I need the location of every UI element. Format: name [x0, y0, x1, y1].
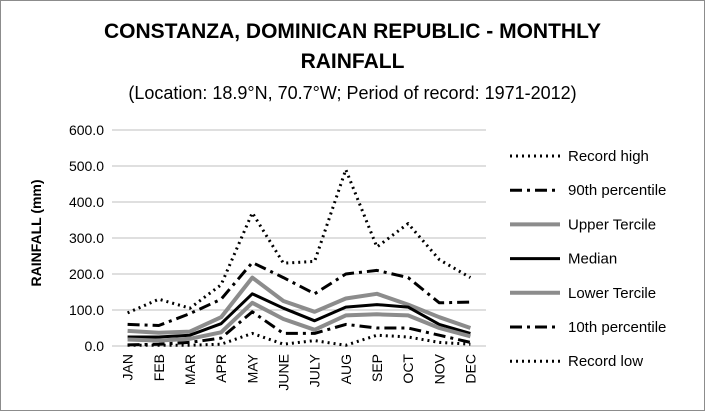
- x-tick-label: AUG: [338, 354, 354, 384]
- series-line-10th-percentile: [127, 310, 471, 347]
- legend-label: 90th percentile: [568, 182, 666, 199]
- x-tick-label: SEP: [369, 354, 385, 382]
- chart-title-line2: RAINFALL: [300, 50, 405, 73]
- y-tick-label: 0.0: [85, 338, 105, 354]
- series-line-median: [127, 292, 471, 339]
- x-axis-ticks: JAN FEB MAR APR MAY JUNE JULY AUG SEP OCT NOV DEC: [120, 353, 479, 390]
- y-axis-label: RAINFALL (mm): [28, 179, 44, 286]
- y-axis-ticks: 0.0 100.0 200.0 300.0 400.0 500.0 600.0: [69, 122, 104, 354]
- x-tick-label: MAY: [244, 353, 260, 383]
- x-tick-label: DEC: [462, 354, 478, 384]
- x-tick-label: JUNE: [275, 354, 291, 391]
- chart-subtitle: (Location: 18.9°N, 70.7°W; Period of rec…: [128, 83, 577, 103]
- legend-label: Lower Tercile: [568, 285, 656, 302]
- series-line-record-low: [127, 331, 471, 347]
- legend-label: Record low: [568, 353, 643, 370]
- legend-label: Median: [568, 251, 617, 268]
- x-tick-label: JULY: [307, 353, 323, 387]
- y-tick-label: 400.0: [69, 194, 104, 210]
- series-line-record-high: [126, 168, 472, 315]
- y-tick-label: 600.0: [69, 122, 104, 138]
- legend-label: Record high: [568, 148, 649, 165]
- x-tick-label: OCT: [400, 354, 416, 384]
- series-lines: [126, 168, 472, 347]
- series-line-lower-tercile: [127, 300, 471, 343]
- y-tick-label: 500.0: [69, 158, 104, 174]
- series-line-90th-percentile: [127, 261, 471, 327]
- legend: Record high 90th percentile Upper Tercile M…: [510, 148, 666, 370]
- x-tick-label: APR: [213, 354, 229, 383]
- x-tick-label: JAN: [120, 354, 136, 380]
- legend-label: Upper Tercile: [568, 216, 656, 233]
- x-tick-label: FEB: [151, 354, 167, 381]
- x-tick-label: MAR: [182, 354, 198, 385]
- legend-label: 10th percentile: [568, 319, 666, 336]
- series-line-upper-tercile: [127, 275, 472, 335]
- chart-title-line1: CONSTANZA, DOMINICAN REPUBLIC - MONTHLY: [104, 20, 601, 43]
- y-tick-label: 200.0: [69, 266, 104, 282]
- y-tick-label: 300.0: [69, 230, 104, 246]
- y-tick-label: 100.0: [69, 302, 104, 318]
- x-tick-label: NOV: [431, 353, 447, 384]
